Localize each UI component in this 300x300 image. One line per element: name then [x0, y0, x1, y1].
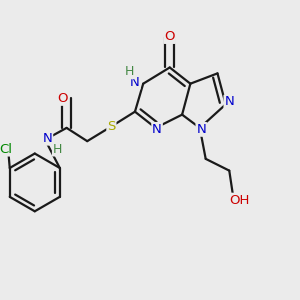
Text: O: O [164, 30, 175, 43]
Text: S: S [107, 120, 116, 133]
Text: N: N [224, 95, 234, 109]
Text: O: O [57, 92, 68, 105]
Text: N: N [130, 76, 140, 89]
Text: H: H [53, 142, 62, 156]
Text: H: H [124, 65, 134, 78]
Text: N: N [196, 123, 206, 136]
Text: Cl: Cl [0, 142, 12, 156]
Text: N: N [43, 132, 52, 145]
Text: N: N [152, 123, 162, 136]
Text: OH: OH [229, 194, 249, 207]
